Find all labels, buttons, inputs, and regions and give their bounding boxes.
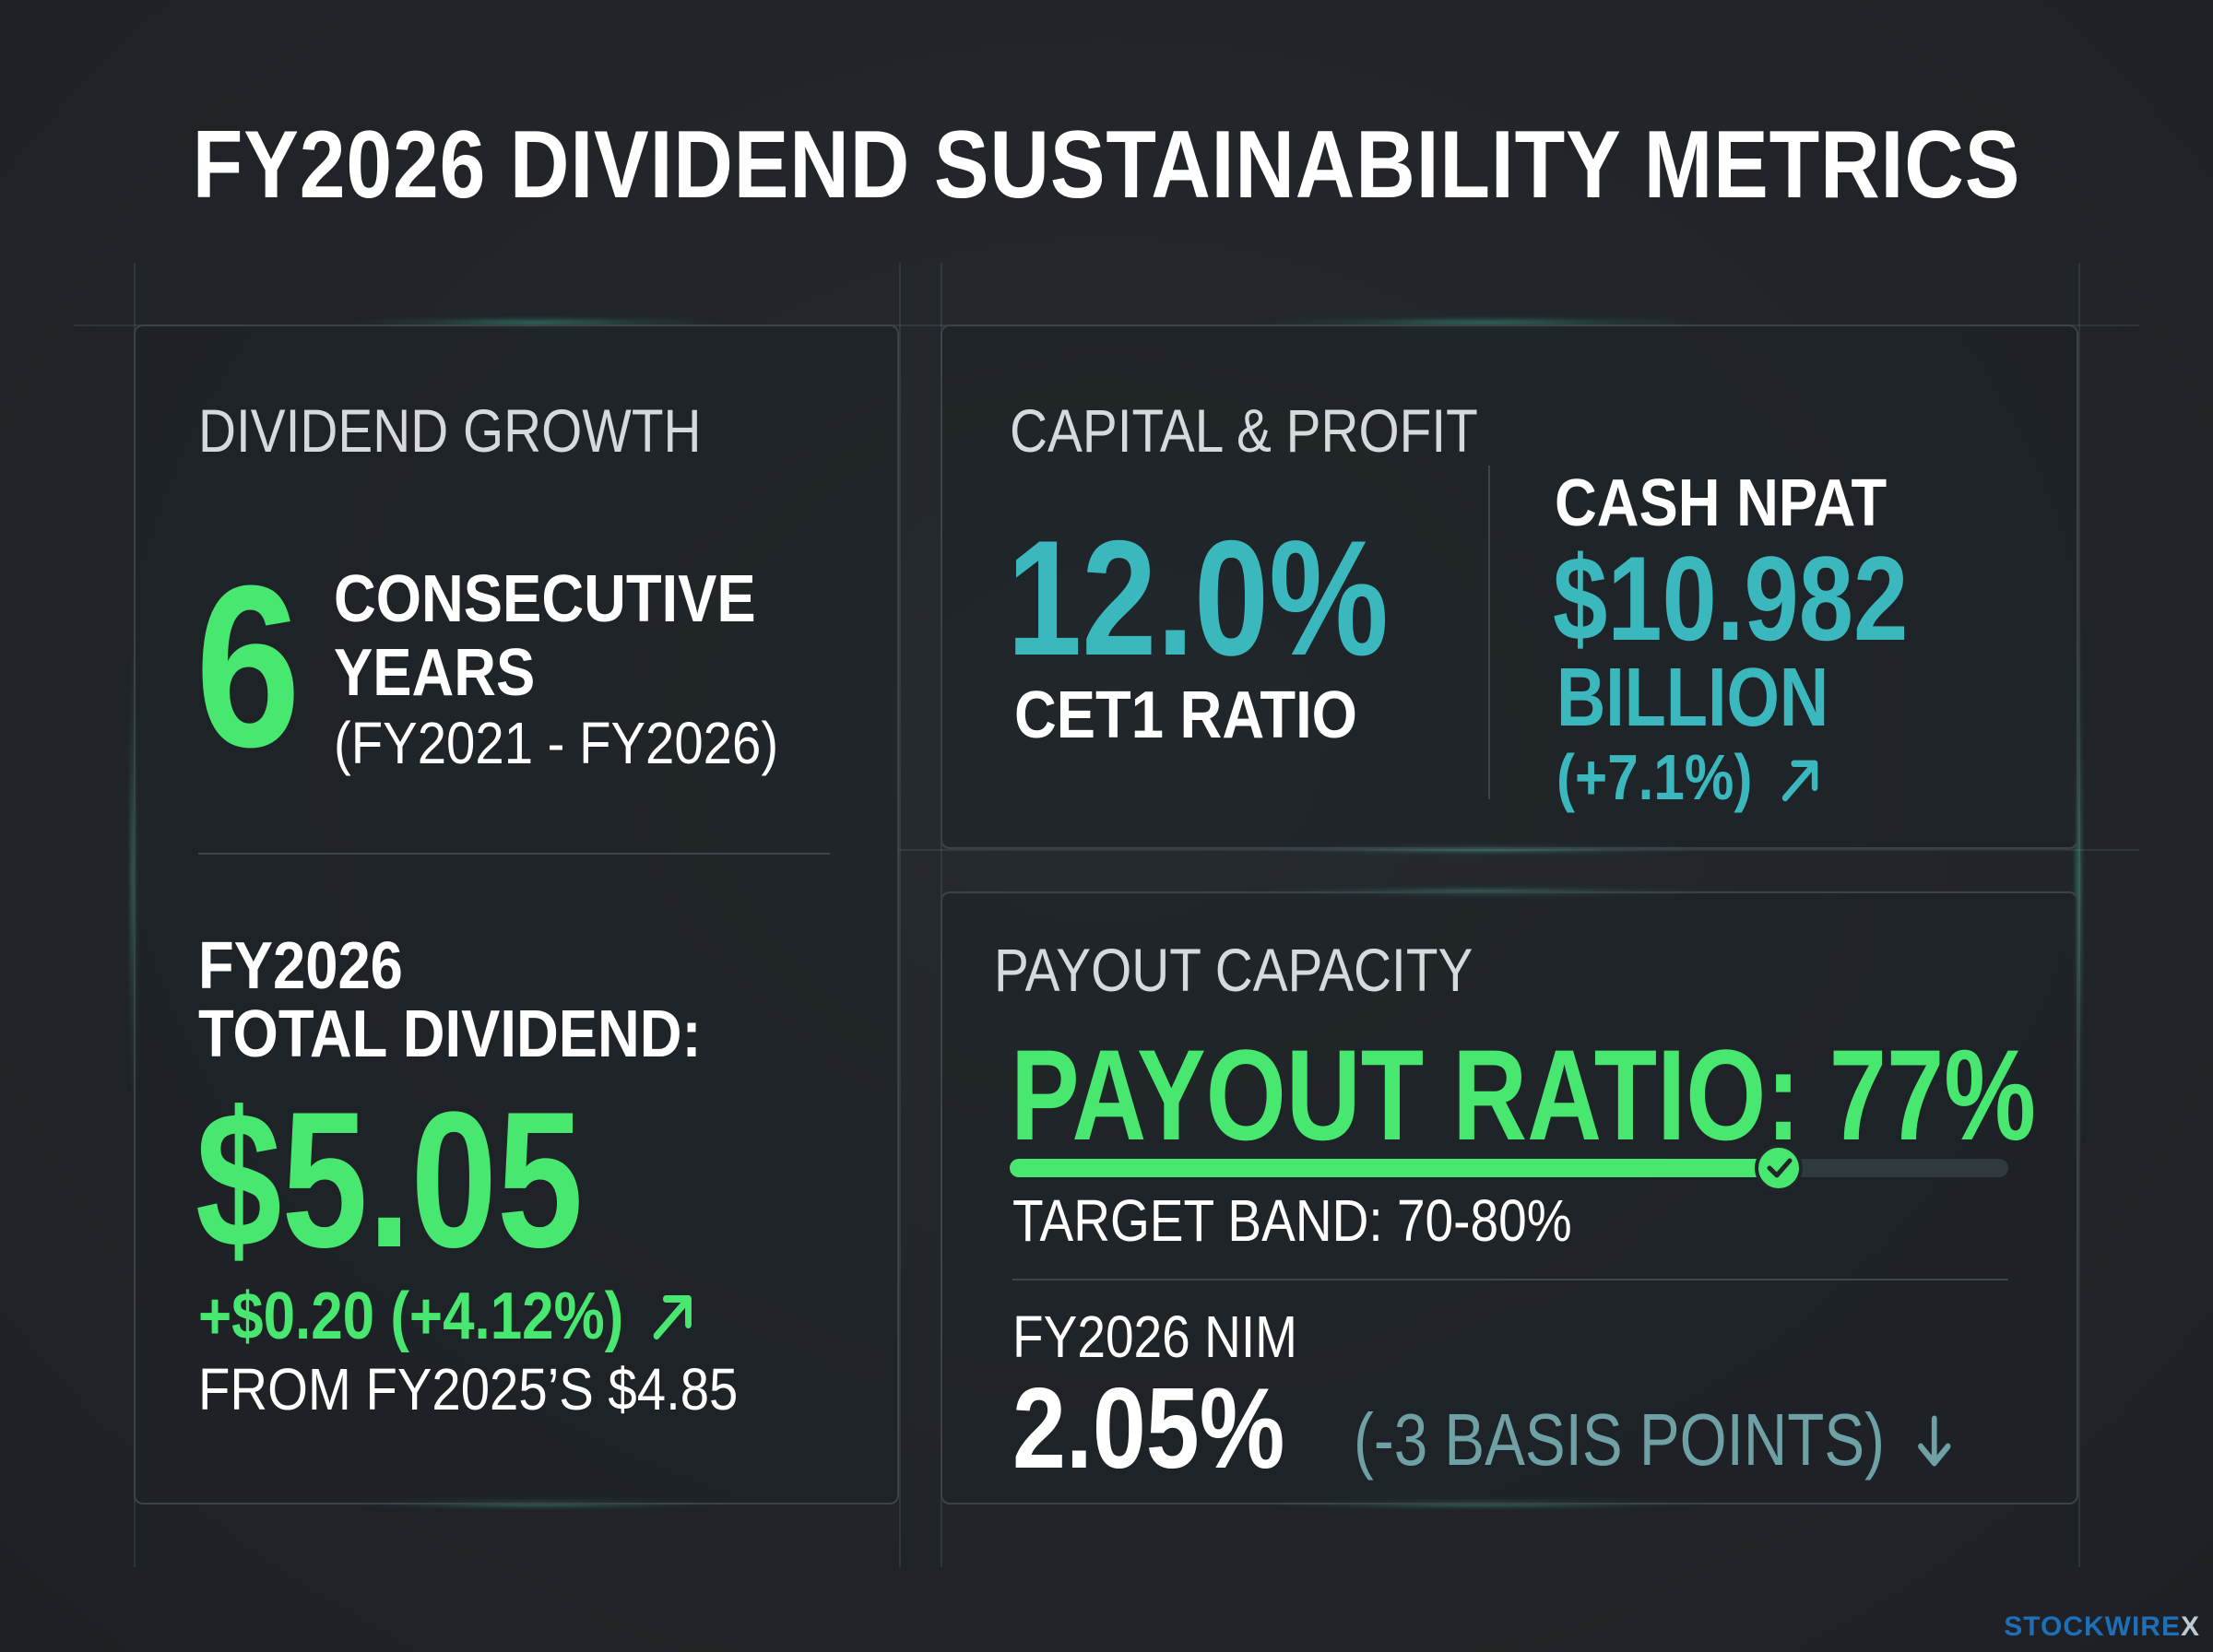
total-dividend-label-line2: TOTAL DIVIDEND: (198, 997, 702, 1071)
nim-change-text: (-3 BASIS POINTS) (1354, 1398, 1885, 1481)
divider (1488, 466, 1490, 799)
arrow-up-right-icon (651, 1288, 697, 1354)
check-icon (1754, 1144, 1803, 1192)
divider (1012, 1279, 2008, 1280)
cash-npat-unit: BILLION (1556, 652, 1829, 744)
divider (198, 853, 830, 855)
total-dividend-label-line1: FY2026 (198, 929, 403, 1003)
payout-ratio-bar (1010, 1144, 2008, 1192)
glow-accent (350, 320, 719, 325)
dividend-change: +$0.20 (+4.12%) (198, 1283, 696, 1354)
cash-npat-value: $10.982 (1553, 531, 1909, 666)
dividend-growth-label: DIVIDEND GROWTH (198, 396, 702, 465)
payout-ratio-bar-fill (1010, 1159, 1779, 1177)
cash-npat-change-text: (+7.1%) (1556, 741, 1753, 813)
dividend-from-previous: FROM FY2025’S $4.85 (198, 1356, 739, 1422)
years-label: YEARS (334, 636, 536, 710)
cash-npat-label: CASH NPAT (1555, 466, 1888, 540)
target-band: TARGET BAND: 70-80% (1012, 1187, 1572, 1254)
dividend-growth-panel (134, 324, 899, 1504)
dividend-change-text: +$0.20 (+4.12%) (198, 1280, 624, 1353)
logo-text: STOCKWIRE (2004, 1611, 2181, 1642)
nim-change: (-3 BASIS POINTS) (1354, 1403, 1953, 1482)
total-dividend-value: $5.05 (195, 1071, 584, 1288)
capital-profit-label: CAPITAL & PROFIT (1010, 396, 1478, 465)
arrow-down-icon (1915, 1409, 1953, 1482)
glow-accent (2076, 599, 2081, 1171)
capital-profit-panel (941, 324, 2078, 849)
guide-line (899, 263, 901, 1567)
payout-capacity-panel (941, 891, 2078, 1504)
page-title: FY2026 DIVIDEND SUSTAINABILITY METRICS (192, 112, 2021, 218)
arrow-up-right-icon (1779, 750, 1821, 815)
glow-accent (1263, 320, 1706, 325)
glow-accent (1263, 846, 1706, 852)
consecutive-years-number: 6 (195, 537, 302, 795)
payout-ratio-text: PAYOUT RATIO: 77% (1011, 1022, 2036, 1167)
payout-capacity-label: PAYOUT CAPACITY (994, 936, 1473, 1004)
cet1-ratio-label: CET1 RATIO (1014, 678, 1357, 752)
nim-label: FY2026 NIM (1012, 1304, 1297, 1370)
consecutive-label: CONSECUTIVE (334, 562, 756, 636)
nim-value: 2.05% (1012, 1365, 1285, 1493)
logo-mark: X (2180, 1611, 2200, 1642)
years-range: (FY2021 - FY2026) (334, 710, 779, 776)
cash-npat-change: (+7.1%) (1556, 745, 1822, 815)
stockwire-logo: STOCKWIREX (2004, 1611, 2200, 1643)
cet1-ratio-value: 12.0% (1007, 506, 1389, 690)
